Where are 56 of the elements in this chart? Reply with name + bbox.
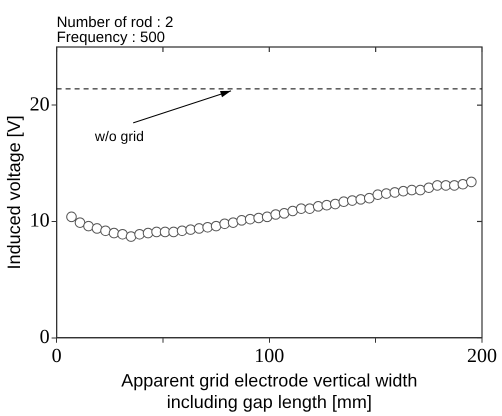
y-tick-label: 20 [30,93,50,116]
point [134,228,145,240]
x-tick-label: 100 [254,345,284,368]
point [108,228,120,238]
y-axis-title: Induced voltage [V] [4,115,24,270]
point [466,176,477,188]
point [210,220,222,232]
point [287,206,298,216]
point [432,180,443,191]
point [117,228,128,240]
point [330,198,341,210]
point [168,226,179,238]
point [458,178,468,190]
x-axis-title: Apparent grid electrode vertical width including gap length [mm] [121,370,418,412]
point [312,201,324,212]
point [194,223,204,234]
point [244,214,256,224]
point [321,200,332,210]
point [126,231,136,242]
point [372,189,384,200]
point [440,180,452,191]
point [92,223,102,234]
ref-line-label: w/o grid [94,128,144,144]
point [228,217,238,228]
point [176,225,188,236]
point [364,192,375,204]
point [83,220,94,232]
point [355,194,366,205]
point [380,188,392,199]
point [406,184,418,196]
point [398,186,409,197]
point [66,212,77,222]
y-tick-label: 10 [30,210,50,232]
point [100,225,111,236]
point [304,203,316,214]
chart-subtitle: Frequency : 500 [56,29,166,46]
point [74,217,86,228]
point [278,208,290,219]
point [338,196,350,208]
point [202,222,213,233]
point [185,224,196,235]
point [262,212,272,222]
x-tick-label: 200 [467,345,497,368]
point [449,180,460,191]
point [270,209,281,220]
point [346,195,358,206]
point [389,187,400,198]
point [415,184,426,196]
y-tick-label: 0 [40,326,50,348]
point [296,203,307,214]
point [219,218,230,230]
point [253,212,264,224]
point [424,182,434,194]
point [142,228,154,238]
point [236,215,247,226]
chart-title: Number of rod : 2 [56,14,174,31]
